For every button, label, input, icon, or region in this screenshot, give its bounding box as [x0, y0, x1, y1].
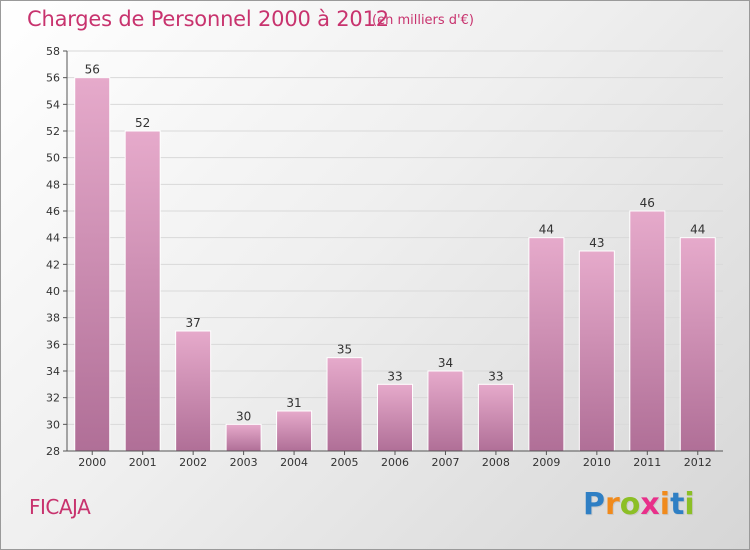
y-tick-label: 30	[46, 418, 60, 431]
x-tick-label: 2009	[532, 456, 560, 469]
data-label: 33	[488, 369, 503, 383]
chart-title: Charges de Personnel 2000 à 2012	[27, 7, 389, 31]
bar	[629, 210, 666, 452]
logo-letter: o	[619, 487, 641, 522]
data-label: 44	[539, 223, 554, 237]
x-tick-label: 2011	[633, 456, 661, 469]
y-tick-label: 34	[46, 365, 60, 378]
bars	[74, 77, 716, 452]
proxiti-logo[interactable]: Proxiti	[583, 487, 695, 522]
y-tick-label: 36	[46, 338, 60, 351]
data-label: 46	[640, 196, 655, 210]
bar	[377, 383, 413, 452]
bar	[578, 250, 615, 452]
bar	[326, 357, 363, 452]
bar	[427, 370, 464, 452]
logo-letter: r	[605, 487, 620, 522]
bar	[528, 237, 565, 452]
x-tick-label: 2008	[482, 456, 510, 469]
y-tick-label: 38	[46, 312, 60, 325]
y-tick-label: 44	[46, 232, 60, 245]
x-tick-label: 2012	[684, 456, 712, 469]
y-tick-label: 48	[46, 178, 60, 191]
data-label: 33	[387, 369, 402, 383]
bar	[225, 423, 262, 452]
logo-letter: i	[684, 487, 695, 522]
data-label: 56	[85, 63, 100, 77]
bar	[74, 77, 111, 452]
bar	[124, 130, 161, 452]
x-tick-label: 2010	[583, 456, 611, 469]
x-tick-label: 2003	[230, 456, 258, 469]
axes	[63, 50, 723, 455]
y-tick-label: 28	[46, 445, 60, 458]
logo-letter: i	[659, 487, 671, 522]
y-tick-label: 52	[46, 125, 60, 138]
y-tick-label: 40	[46, 285, 60, 298]
x-tick-label: 2004	[280, 456, 308, 469]
bar	[679, 237, 716, 452]
x-tick-label: 2006	[381, 456, 409, 469]
x-tick-label: 2002	[179, 456, 207, 469]
data-label: 37	[186, 316, 201, 330]
bar	[276, 410, 313, 452]
y-tick-label: 54	[46, 98, 60, 111]
x-tick-label: 2005	[331, 456, 359, 469]
data-label: 52	[135, 116, 150, 130]
data-label: 35	[337, 343, 352, 357]
logo-letter: x	[640, 487, 660, 522]
data-label: 34	[438, 356, 453, 370]
logo-letter: t	[670, 487, 685, 522]
x-tick-label: 2000	[78, 456, 106, 469]
data-label: 44	[690, 223, 705, 237]
y-tick-label: 50	[46, 152, 60, 165]
data-labels: 28 30 32 34 36 38 40 42 44 46 48 50 52 54 56 58 56 2000 52…	[46, 45, 712, 469]
grid-lines	[67, 50, 723, 425]
y-tick-label: 42	[46, 258, 60, 271]
x-tick-label: 2001	[129, 456, 157, 469]
bar	[175, 330, 212, 452]
y-tick-label: 58	[46, 45, 60, 58]
logo-letter: P	[583, 487, 605, 522]
chart-subtitle: (en milliers d'€)	[372, 13, 474, 28]
y-tick-label: 56	[46, 72, 60, 85]
bar	[477, 383, 514, 452]
y-tick-label: 32	[46, 392, 60, 405]
data-label: 30	[236, 409, 251, 423]
x-tick-label: 2007	[431, 456, 459, 469]
data-label: 43	[589, 236, 604, 250]
commune-name: FICAJA	[29, 495, 91, 519]
y-tick-label: 46	[46, 205, 60, 218]
data-label: 31	[286, 396, 301, 410]
